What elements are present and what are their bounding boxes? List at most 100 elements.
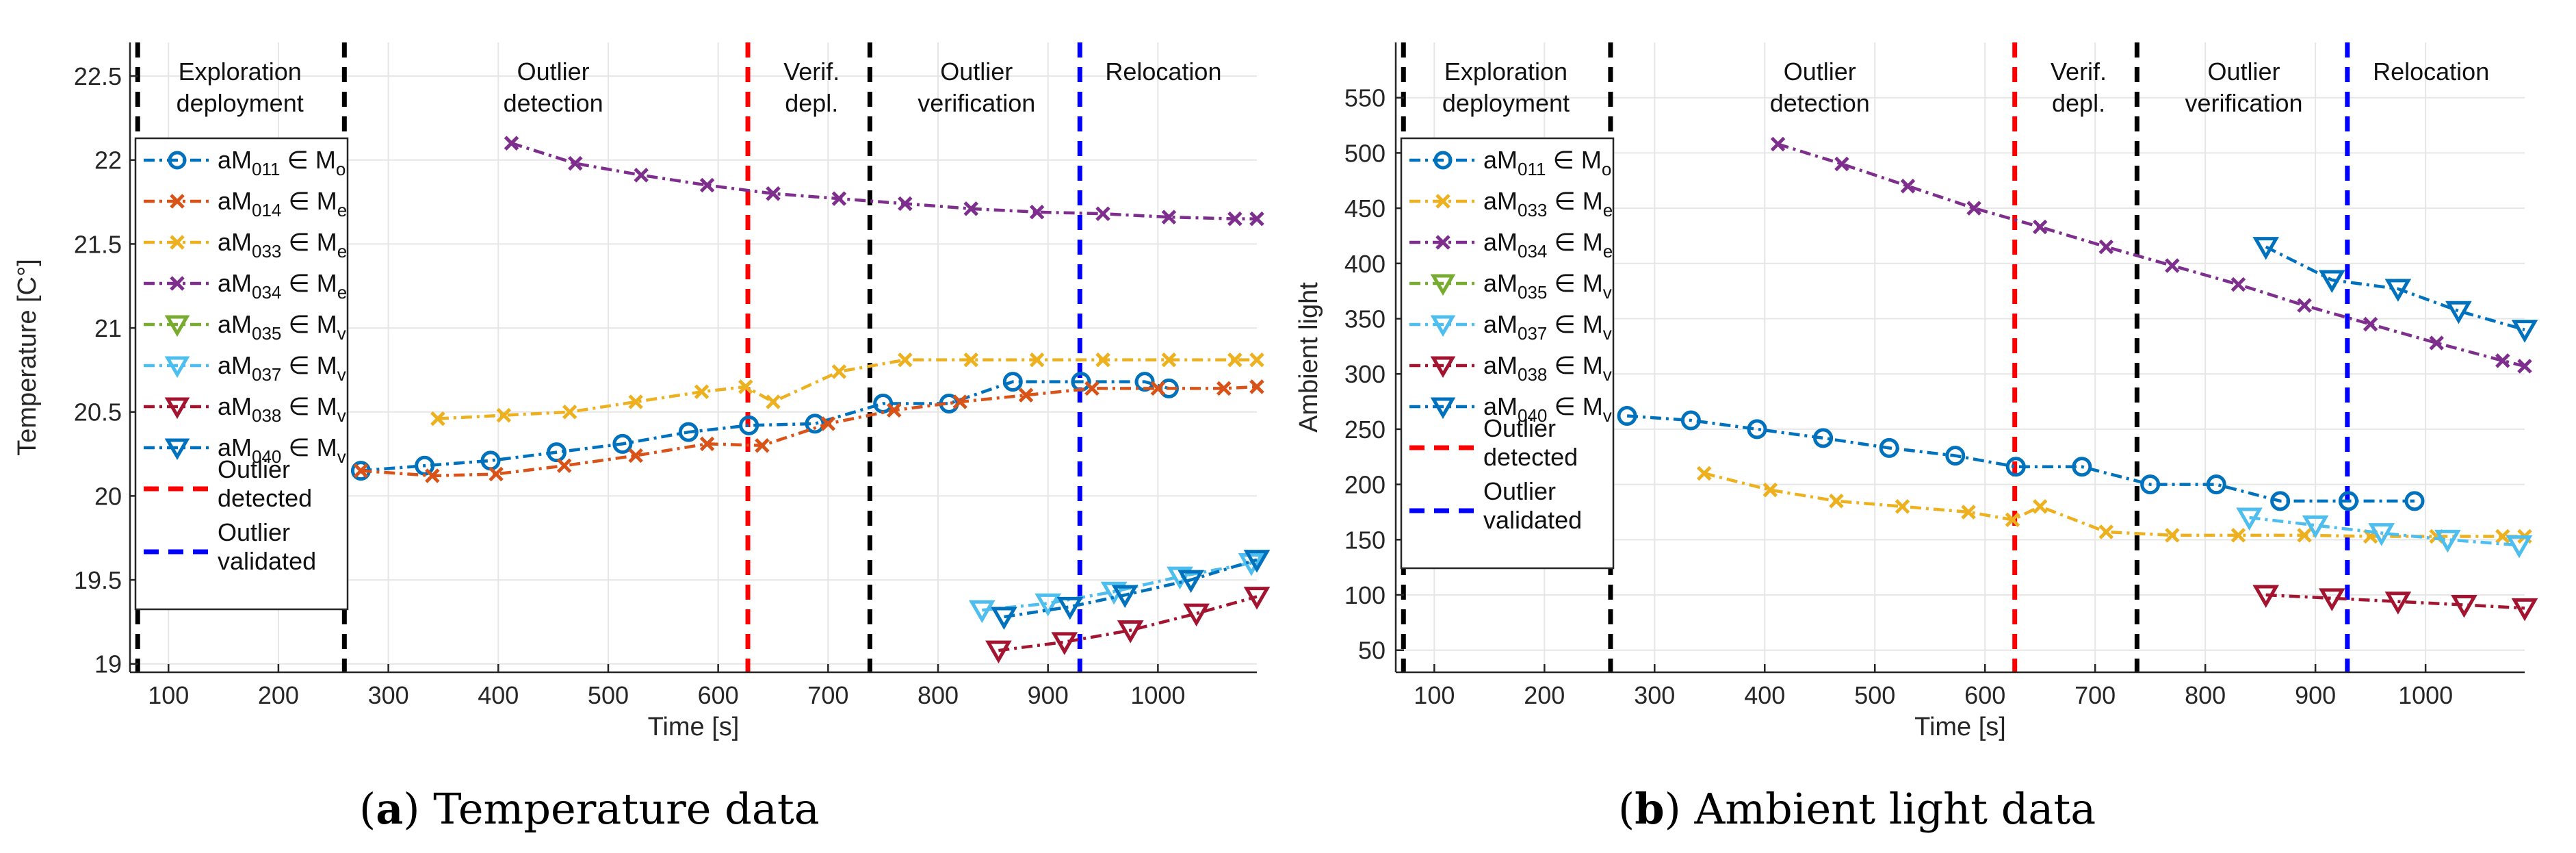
legend-label-mid: ∈ M: [281, 228, 337, 256]
data-point-circle: [2206, 474, 2226, 495]
legend-label-prefix: aM: [218, 351, 252, 379]
data-point-triangle: [1178, 570, 1204, 594]
legend-label-prefix: aM: [218, 433, 252, 461]
data-point-cross: [1829, 494, 1844, 509]
y-tick-label: 19: [94, 650, 122, 678]
legend-label-line: Outlier: [1483, 477, 1556, 505]
y-tick-label: 50: [1358, 637, 1385, 665]
legend-marker-circle: [1433, 151, 1453, 170]
phase-label-line: Outlier: [2207, 58, 2280, 86]
data-point-cross: [2165, 528, 2180, 543]
legend-label-prefix: aM: [1483, 310, 1518, 338]
phase-label-line: Outlier: [517, 58, 590, 86]
data-point-circle: [805, 413, 825, 434]
legend-label: aM033 ∈ Me: [1483, 187, 1613, 220]
legend-label-prefix: aM: [1483, 228, 1518, 256]
chart-a: Exploration deployment Outlier detection Ver…: [13, 42, 1271, 741]
data-point-circle: [1002, 372, 1023, 392]
data-point-cross: [2363, 316, 2378, 332]
x-tick-label: 1000: [2398, 681, 2453, 709]
legend-label-sub: 034: [252, 282, 281, 303]
legend-label: aM038 ∈ Mv: [218, 392, 346, 426]
data-point-circle: [2404, 491, 2425, 511]
data-point-triangle: [985, 640, 1012, 664]
data-point-circle: [1813, 428, 1834, 448]
series-line: [361, 380, 1170, 472]
data-point-circle: [1747, 419, 1767, 440]
chart-b: Exploration deployment Outlier detection Ver…: [1294, 42, 2538, 741]
legend-label-mid: ∈ M: [1547, 392, 1602, 420]
legend-label: aM033 ∈ Me: [218, 228, 347, 262]
data-point-cross: [2495, 353, 2510, 368]
legend-label-sub: 035: [252, 323, 281, 344]
data-point-cross: [2098, 524, 2114, 539]
data-point-circle: [2338, 491, 2358, 511]
legend-label-sub: 033: [252, 241, 281, 262]
data-point-triangle: [1243, 550, 1271, 573]
y-tick-label: 150: [1344, 526, 1385, 554]
legend-label: aM040 ∈ Mv: [218, 433, 346, 467]
legend-label-sub: 033: [1518, 200, 1547, 220]
legend-label-prefix: aM: [218, 146, 252, 174]
legend-label-set: e: [1603, 241, 1613, 262]
legend-label-set: e: [337, 200, 347, 220]
legend-label-line: detected: [218, 484, 312, 512]
data-point-circle: [2072, 457, 2092, 477]
legend-item-vline: Outlier validated: [1409, 477, 1582, 534]
legend-label-mid: ∈ M: [1547, 187, 1602, 215]
legend-label-prefix: aM: [218, 392, 252, 420]
legend-marker-triangle: [1430, 274, 1456, 296]
phase-label-line: depl.: [785, 89, 838, 117]
series-line: [982, 561, 1252, 612]
data-point-cross: [628, 448, 643, 463]
legend-label-mid: ∈ M: [1547, 228, 1602, 256]
data-point-triangle: [1243, 587, 1271, 610]
phase-label: Outlier verification: [2185, 58, 2302, 117]
phase-label: Relocation: [1105, 58, 1221, 86]
data-point-cross: [1770, 136, 1786, 152]
legend-label-set: e: [337, 282, 347, 303]
data-point-cross: [831, 364, 847, 379]
legend-item: aM034 ∈ Me: [1409, 228, 1613, 262]
legend-label-mid: ∈ M: [1547, 310, 1602, 338]
legend-label: aM040 ∈ Mv: [1483, 392, 1612, 426]
legend-item: aM040 ∈ Mv: [1409, 392, 1612, 426]
data-point-cross: [886, 403, 902, 418]
legend-item: aM033 ∈ Me: [144, 228, 347, 262]
series-line: [2265, 245, 2525, 331]
legend-label-prefix: aM: [1483, 392, 1518, 420]
y-tick-label: 400: [1344, 250, 1385, 278]
series-line: [2265, 593, 2525, 610]
legend-label-prefix: aM: [218, 228, 252, 256]
legend-label-sub: 040: [252, 446, 281, 467]
data-point-cross: [1966, 201, 1981, 216]
data-point-cross: [634, 168, 649, 183]
data-point-triangle: [968, 600, 996, 624]
legend-label-set: v: [337, 323, 346, 344]
data-point-triangle: [1117, 620, 1144, 644]
legend-label-prefix: aM: [218, 187, 252, 215]
legend-label-sub: 037: [1518, 323, 1547, 344]
legend-marker-cross: [170, 276, 185, 291]
legend-item: aM011 ∈ Mo: [1409, 146, 1611, 179]
legend-marker-cross: [170, 235, 185, 250]
phase-label-line: detection: [1770, 89, 1870, 117]
legend-label-set: v: [337, 446, 346, 467]
phase-label: Outlier detection: [504, 58, 603, 117]
phase-label-line: Outlier: [1784, 58, 1856, 86]
x-tick-label: 400: [478, 681, 519, 709]
y-tick-label: 450: [1344, 194, 1385, 222]
x-tick-label: 600: [698, 681, 739, 709]
data-point-triangle: [1183, 603, 1210, 627]
data-point-circle: [1680, 410, 1701, 431]
data-point-triangle: [1056, 596, 1084, 620]
legend-label-mid: ∈ M: [281, 433, 337, 461]
phase-label-line: deployment: [1442, 89, 1570, 117]
data-point-cross: [489, 466, 504, 482]
y-tick-label: 21: [94, 314, 122, 342]
x-tick-label: 400: [1744, 681, 1785, 709]
legend-label-set: o: [336, 159, 346, 179]
legend-box: [134, 137, 349, 611]
series-line: [1004, 558, 1258, 619]
phase-label-line: verification: [2185, 89, 2302, 117]
